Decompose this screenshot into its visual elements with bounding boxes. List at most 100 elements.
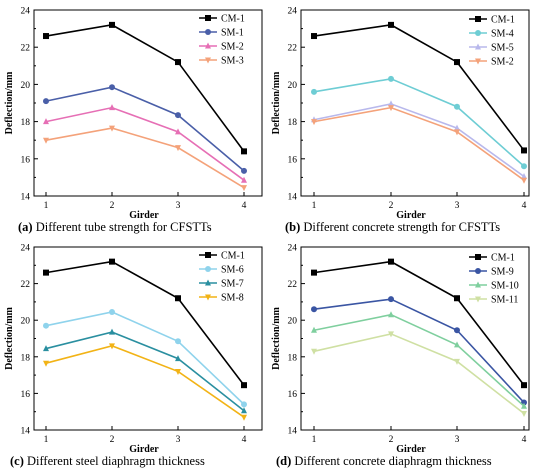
x-tick-label: 4 <box>242 201 247 211</box>
series-line <box>45 311 245 405</box>
x-tick-label: 1 <box>44 435 49 445</box>
legend-entry: SM-11 <box>469 295 518 306</box>
data-point <box>521 402 527 409</box>
data-point <box>43 118 49 125</box>
data-point <box>521 172 527 179</box>
caption-panel-c: (c) Different steel diaphragm thickness <box>10 454 205 468</box>
y-tick-label: 20 <box>21 317 31 327</box>
data-point <box>175 128 181 135</box>
y-tick-label: 20 <box>21 81 31 91</box>
legend-label: SM-1 <box>221 28 244 39</box>
legend-label: CM-1 <box>491 15 515 26</box>
legend-marker <box>205 57 211 64</box>
series-line <box>313 24 525 151</box>
legend-marker <box>475 16 481 22</box>
legend-label: SM-11 <box>491 295 518 306</box>
legend-entry: SM-2 <box>199 42 244 53</box>
data-point <box>109 104 115 111</box>
y-tick-label: 14 <box>21 193 31 203</box>
legend-entry: SM-3 <box>199 56 244 67</box>
data-point <box>454 358 460 365</box>
data-point <box>43 322 49 329</box>
y-axis-label: Deflection/mm <box>271 306 282 369</box>
legend-entry: SM-1 <box>199 28 244 39</box>
data-point <box>241 148 247 155</box>
data-point <box>311 33 317 40</box>
series-line <box>313 106 525 181</box>
y-tick-label: 22 <box>288 44 298 54</box>
series-line <box>45 260 245 386</box>
legend-marker <box>205 29 211 35</box>
legend-marker <box>475 58 481 65</box>
legend-label: SM-8 <box>221 293 244 304</box>
data-point <box>521 177 527 184</box>
x-tick-label: 1 <box>44 201 49 211</box>
legend-marker <box>475 296 481 303</box>
data-point <box>311 348 317 355</box>
series-line <box>313 260 525 386</box>
y-axis-label: Deflection/mm <box>4 71 15 134</box>
legend-label: SM-10 <box>491 281 519 292</box>
series-line <box>45 344 245 418</box>
panel-c: 14 16 18 20 22 24 1 2 3 4 Girder Deflection/mm CM-1 S… <box>4 244 263 455</box>
legend-label: CM-1 <box>491 253 515 264</box>
data-point <box>388 296 394 303</box>
x-axis-label: Girder <box>129 210 159 221</box>
data-point <box>454 59 460 66</box>
panel-a: 14 16 18 20 22 24 1 2 3 4 Girder Deflection/mm CM-1 S… <box>4 7 263 221</box>
data-point <box>521 163 527 170</box>
legend-entry: SM-4 <box>469 29 514 40</box>
data-point <box>521 382 527 389</box>
legend-marker <box>475 254 481 260</box>
y-tick-label: 18 <box>21 118 31 128</box>
caption-panel-b: (b) Different concrete strength for CFST… <box>285 220 501 234</box>
data-point <box>311 119 317 126</box>
data-point <box>311 269 317 276</box>
y-tick-label: 24 <box>288 244 298 254</box>
x-tick-label: 1 <box>312 435 317 445</box>
x-tick-label: 2 <box>110 201 115 211</box>
x-axis-label: Girder <box>129 444 159 455</box>
data-point <box>109 125 115 132</box>
data-point <box>241 167 247 174</box>
data-point <box>241 176 247 183</box>
data-point <box>388 311 394 318</box>
x-tick-label: 4 <box>242 435 247 445</box>
legend-entry: CM-1 <box>469 253 515 264</box>
data-point <box>311 326 317 333</box>
data-point <box>241 414 247 421</box>
y-tick-label: 18 <box>21 353 31 363</box>
caption-panel-a: (a) Different tube strength for CFSTTs <box>18 220 212 234</box>
data-point <box>175 145 181 152</box>
legend-marker <box>205 252 211 258</box>
x-tick-label: 3 <box>176 435 181 445</box>
y-tick-label: 24 <box>288 7 298 17</box>
data-point <box>43 269 49 276</box>
y-tick-label: 20 <box>288 81 298 91</box>
legend-marker <box>205 15 211 21</box>
data-point <box>43 360 49 367</box>
y-tick-label: 14 <box>288 193 298 203</box>
data-point <box>388 331 394 338</box>
x-tick-label: 3 <box>455 201 460 211</box>
legend-entry: SM-7 <box>199 279 244 290</box>
data-point <box>109 84 115 91</box>
data-point <box>311 306 317 313</box>
data-point <box>454 124 460 131</box>
series-line <box>45 106 245 181</box>
data-point <box>109 328 115 335</box>
legend-label: SM-3 <box>221 56 244 67</box>
legend-marker <box>205 279 211 286</box>
legend-entry: SM-10 <box>469 281 519 292</box>
data-point <box>454 341 460 348</box>
x-tick-label: 1 <box>312 201 317 211</box>
y-tick-label: 22 <box>288 280 298 290</box>
series-line <box>313 77 525 167</box>
legend-entry: CM-1 <box>199 251 245 262</box>
x-tick-label: 2 <box>110 435 115 445</box>
data-point <box>109 308 115 315</box>
series-line <box>45 331 245 412</box>
y-tick-label: 18 <box>288 353 298 363</box>
data-point <box>311 88 317 95</box>
legend-label: CM-1 <box>221 14 245 25</box>
